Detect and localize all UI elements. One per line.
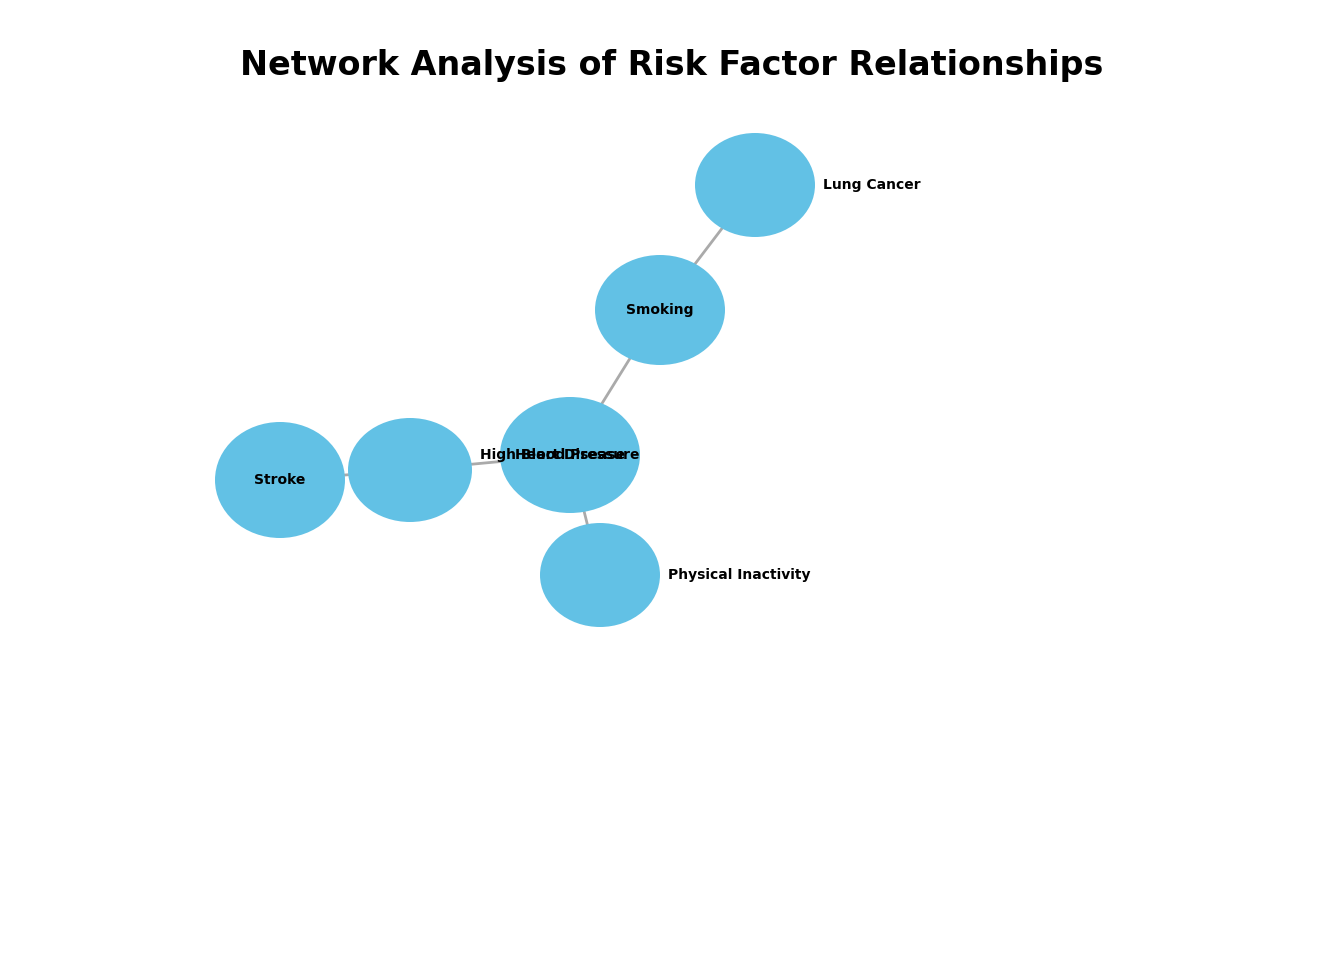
Text: Network Analysis of Risk Factor Relationships: Network Analysis of Risk Factor Relation…	[241, 49, 1103, 82]
Ellipse shape	[215, 422, 345, 538]
Ellipse shape	[595, 255, 724, 365]
Ellipse shape	[540, 523, 660, 627]
Text: High Blood Pressure: High Blood Pressure	[480, 448, 640, 462]
Text: Heart Disease: Heart Disease	[515, 448, 625, 462]
Ellipse shape	[500, 397, 640, 513]
Text: Stroke: Stroke	[254, 473, 305, 487]
Text: Smoking: Smoking	[626, 303, 694, 317]
Text: Lung Cancer: Lung Cancer	[823, 178, 921, 192]
Ellipse shape	[695, 133, 814, 237]
Ellipse shape	[348, 418, 472, 522]
Text: Physical Inactivity: Physical Inactivity	[668, 568, 810, 582]
